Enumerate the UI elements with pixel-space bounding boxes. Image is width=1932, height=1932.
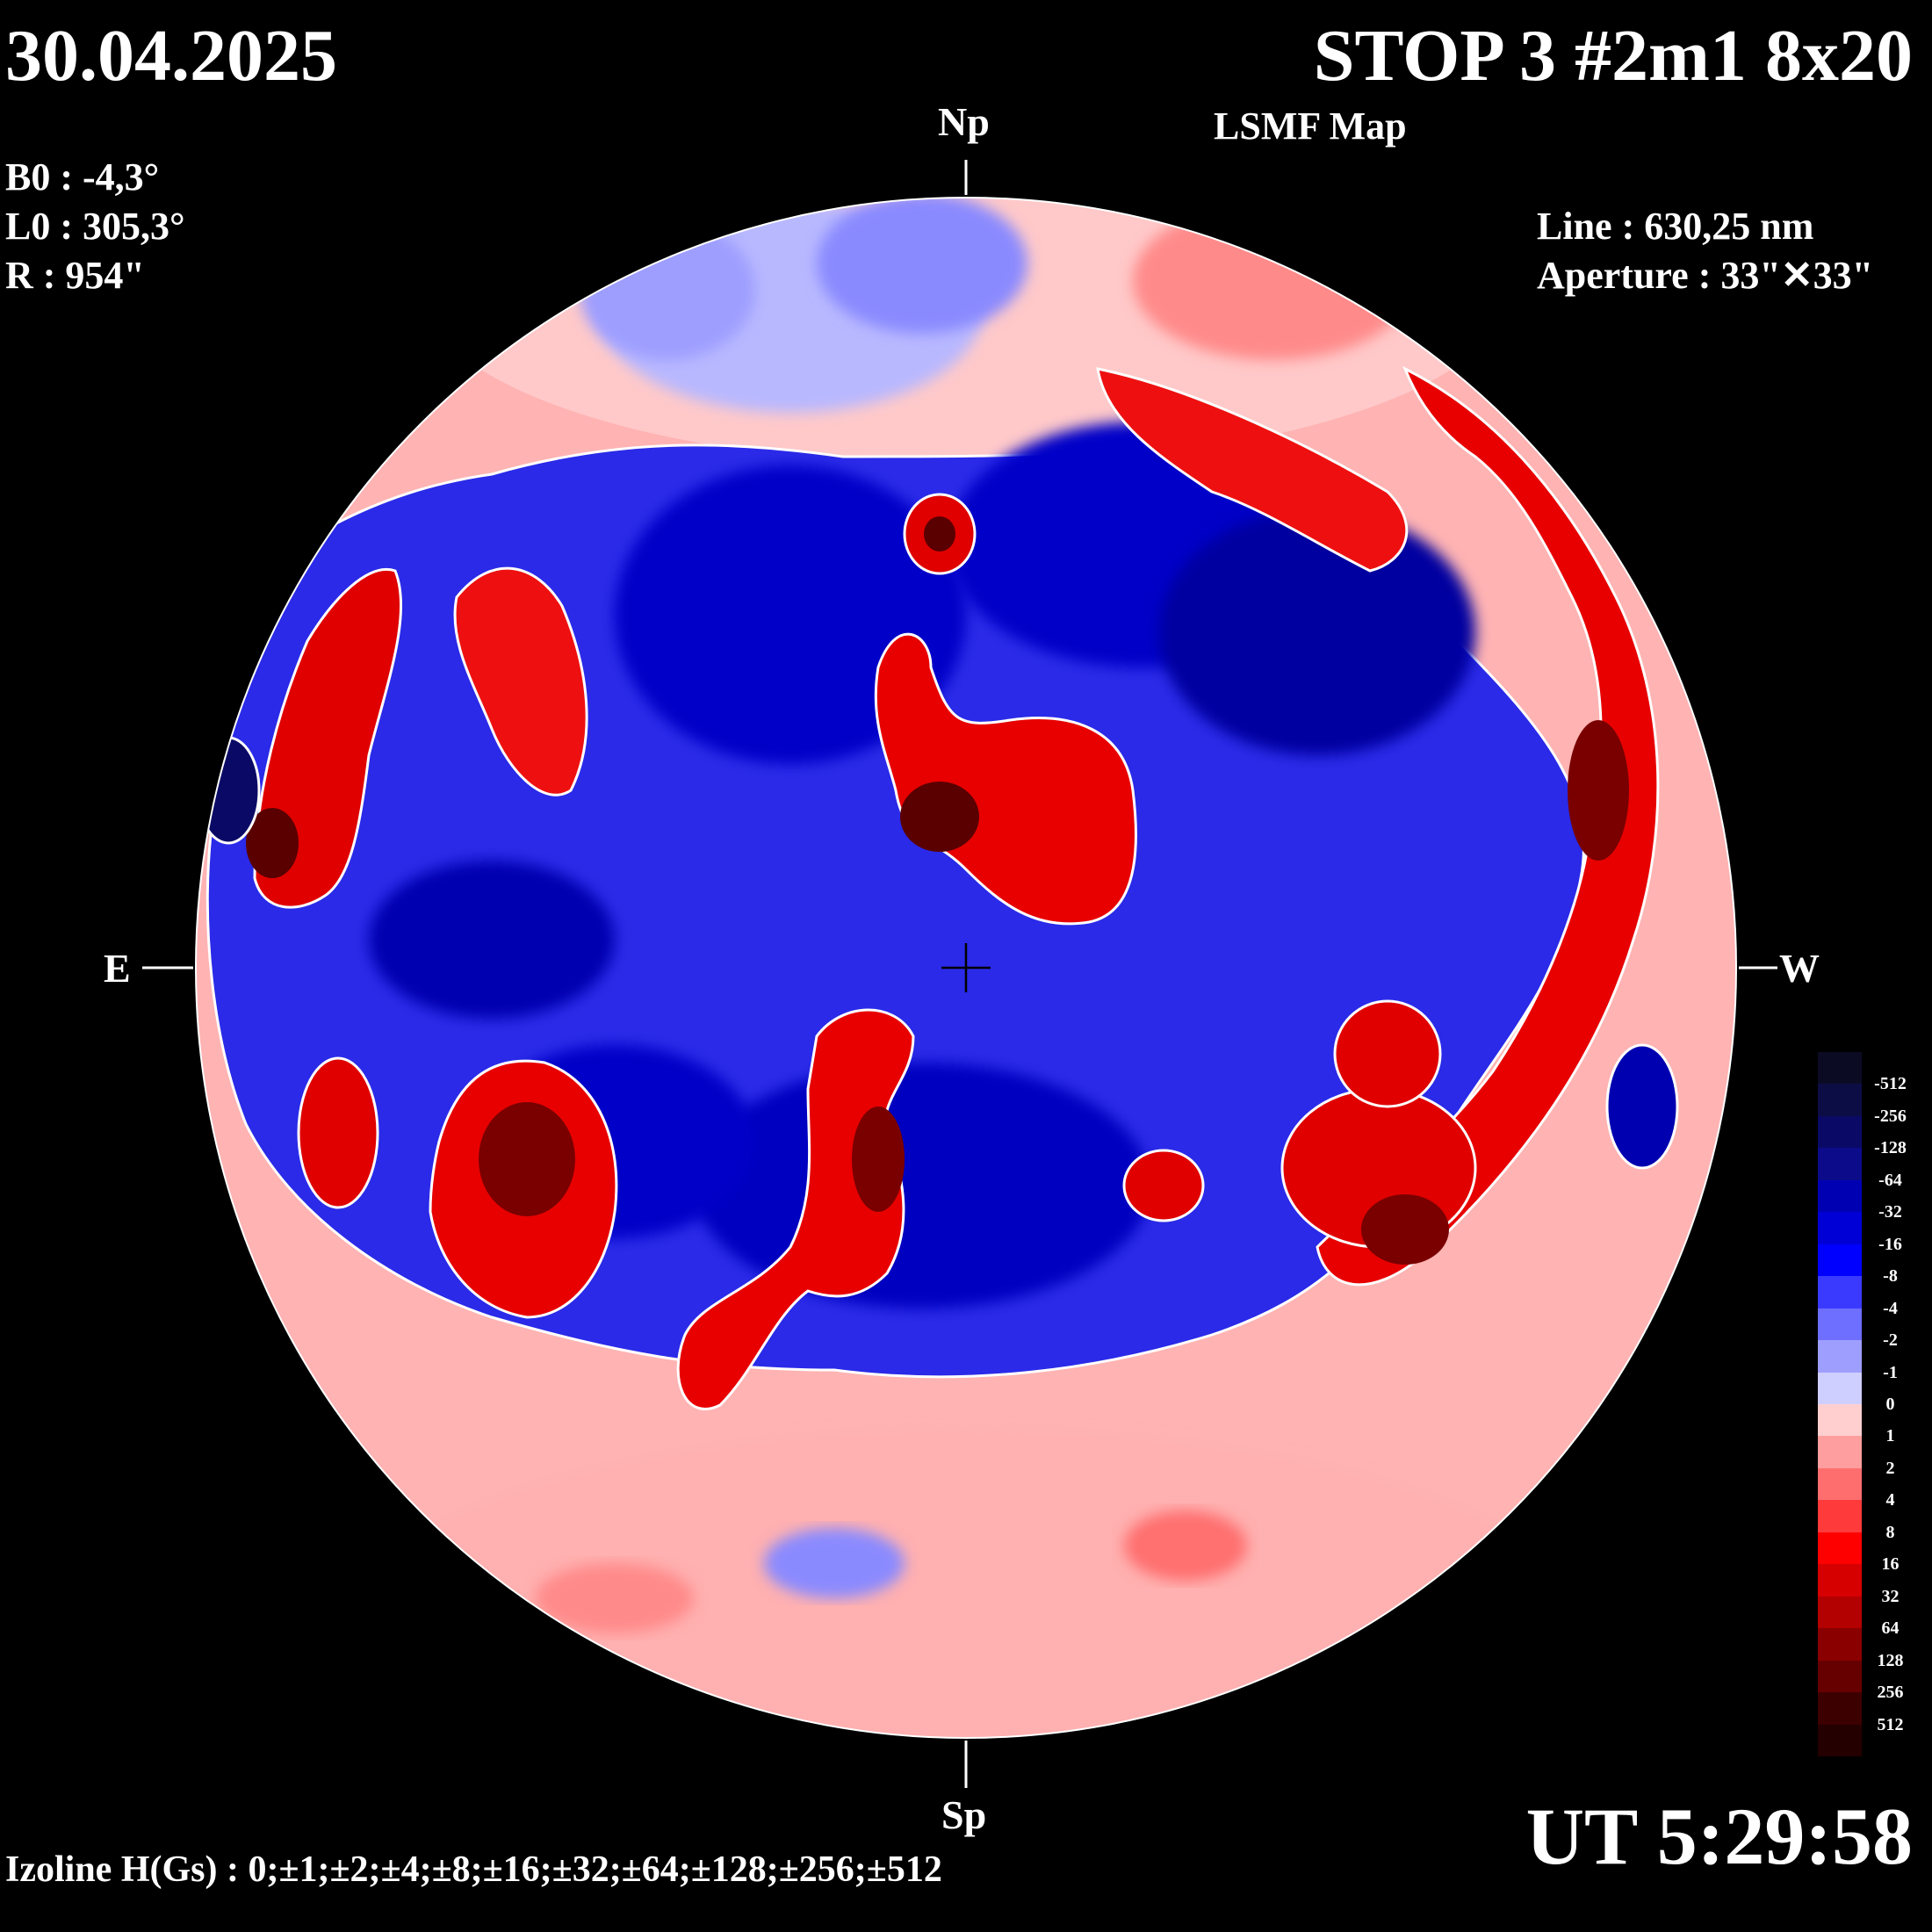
color-scale-label: -64 [1878,1170,1902,1190]
color-scale-label: -128 [1874,1138,1907,1158]
color-scale-cell [1818,1340,1862,1373]
color-scale-label: 16 [1881,1554,1900,1575]
color-scale-cell [1818,1628,1862,1662]
color-scale-cell [1818,1244,1862,1277]
color-scale-cell [1818,1148,1862,1181]
map-title: STOP 3 #2m1 8x20 [1313,15,1913,97]
line-value: Line : 630,25 nm [1537,205,1814,248]
color-scale-label: 4 [1885,1490,1895,1510]
color-scale-cell [1818,1084,1862,1117]
color-scale-label: -2 [1883,1330,1898,1351]
color-scale-label: -32 [1878,1202,1902,1222]
color-scale-label: 128 [1877,1650,1904,1670]
color-scale-cell [1818,1308,1862,1341]
color-scale-label: 512 [1877,1714,1904,1734]
color-scale-label: 256 [1877,1683,1904,1703]
color-scale-cell [1818,1660,1862,1693]
east-label: E [104,946,131,991]
color-scale-label: 0 [1885,1395,1895,1414]
color-scale-cell [1818,1724,1862,1757]
color-scale-bar [1818,1052,1862,1757]
color-scale-cell [1818,1179,1862,1213]
color-scale-cell [1818,1532,1862,1565]
color-scale-cell [1818,1052,1862,1085]
color-scale-label: 1 [1885,1426,1895,1446]
color-scale-label: -256 [1874,1106,1907,1126]
color-scale-cell [1818,1372,1862,1405]
color-scale-label: -4 [1883,1298,1898,1318]
izoline-levels: Izoline H(Gs) : 0;±1;±2;±4;±8;±16;±32;±6… [5,1849,942,1890]
color-scale-label: 2 [1885,1458,1895,1478]
color-scale-cell [1818,1212,1862,1245]
positive-central-patch [874,632,1137,926]
color-scale-label: 8 [1885,1522,1895,1542]
color-scale-label: 64 [1881,1618,1900,1639]
color-scale-cell [1818,1596,1862,1629]
color-scale-cell [1818,1115,1862,1149]
map-subtitle: LSMF Map [1214,105,1407,148]
aperture-value: Aperture : 33"✕33" [1537,254,1874,297]
color-scale-cell [1818,1692,1862,1726]
north-label: Np [938,99,990,144]
color-scale-cell [1818,1500,1862,1533]
color-scale-cell [1818,1564,1862,1597]
color-scale-cell [1818,1404,1862,1437]
color-scale-label: -16 [1878,1234,1902,1254]
west-label: W [1779,946,1820,991]
positive-west-arc [1316,365,1660,1287]
observation-date: 30.04.2025 [5,15,337,97]
color-scale-cell [1818,1436,1862,1469]
ut-time: UT 5:29:58 [1525,1791,1913,1881]
color-scale-cell [1818,1467,1862,1501]
l0-value: L0 : 305,3° [5,205,185,248]
color-scale-label: -512 [1874,1074,1907,1094]
b0-value: B0 : -4,3° [5,155,160,198]
center-crosshair [941,943,991,992]
color-scale-label: -8 [1883,1266,1898,1287]
color-scale-label: 32 [1881,1586,1900,1606]
color-scale-cell [1818,1276,1862,1309]
south-label: Sp [941,1792,987,1837]
color-scale-label: -1 [1883,1362,1898,1382]
radius-value: R : 954" [5,254,145,297]
